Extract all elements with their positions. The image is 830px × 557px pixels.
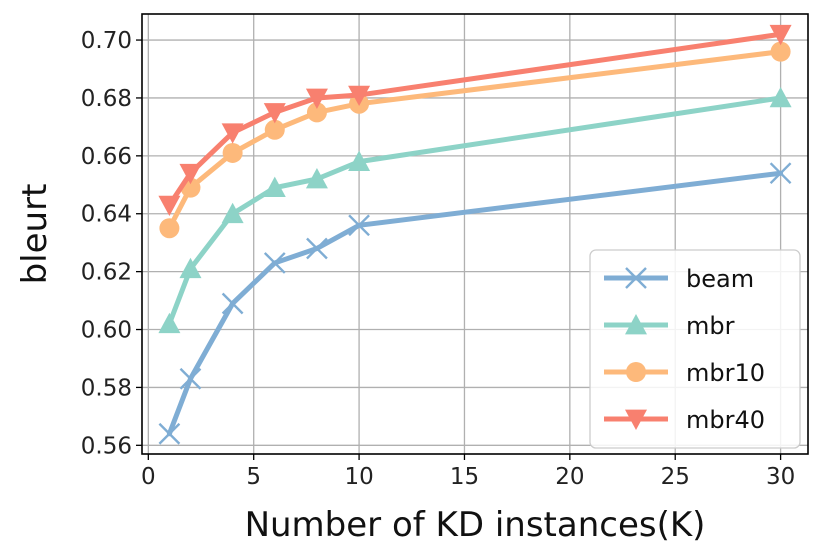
legend: beam mbr mbr10 mbr40 bbox=[589, 249, 801, 449]
legend-label: mbr bbox=[686, 312, 735, 340]
legend-item-mbr10: mbr10 bbox=[604, 359, 765, 387]
legend-item-mbr40: mbr40 bbox=[604, 406, 765, 434]
legend-item-beam: beam bbox=[604, 265, 754, 293]
marker-stroke bbox=[769, 162, 792, 185]
data-point-mbr40 bbox=[348, 85, 371, 107]
x-tick-label: 5 bbox=[246, 464, 261, 490]
y-tick-label: 0.62 bbox=[81, 260, 132, 286]
data-point-mbr bbox=[179, 257, 202, 279]
x-tick-label: 20 bbox=[555, 464, 584, 490]
data-point-mbr10 bbox=[264, 119, 285, 140]
y-tick-label: 0.70 bbox=[81, 28, 132, 54]
y-axis: 0.56 0.58 0.60 0.62 0.64 0.66 0.68 0.70 bbox=[81, 28, 142, 459]
data-point-mbr bbox=[305, 168, 328, 189]
series-layer bbox=[158, 24, 792, 445]
legend-marker bbox=[625, 267, 647, 289]
x-axis-title: Number of KD instances(K) bbox=[245, 505, 706, 545]
legend-box bbox=[589, 249, 801, 449]
data-point-mbr40 bbox=[305, 88, 328, 109]
y-tick-label: 0.58 bbox=[81, 375, 132, 401]
x-tick-label: 30 bbox=[766, 464, 795, 490]
marker-stroke bbox=[625, 267, 647, 289]
data-point-mbr bbox=[348, 150, 371, 171]
legend-marker bbox=[625, 409, 647, 430]
series-mbr40 bbox=[158, 24, 792, 217]
marker-stroke bbox=[221, 292, 244, 315]
data-point-beam bbox=[306, 237, 328, 260]
data-point-mbr10 bbox=[222, 142, 243, 163]
y-axis-title: bleurt bbox=[15, 184, 55, 285]
series-beam bbox=[158, 162, 792, 445]
y-tick-label: 0.66 bbox=[81, 144, 132, 170]
data-point-mbr40 bbox=[158, 195, 181, 217]
data-point-mbr10 bbox=[770, 41, 791, 62]
marker-stroke bbox=[179, 367, 202, 390]
series-mbr bbox=[158, 86, 792, 334]
legend-item-mbr: mbr bbox=[604, 312, 735, 340]
data-point-beam bbox=[348, 214, 370, 237]
data-point-mbr10 bbox=[306, 102, 327, 123]
marker-stroke bbox=[348, 214, 370, 237]
x-tick-label: 15 bbox=[450, 464, 479, 490]
x-tick-label: 25 bbox=[661, 464, 690, 490]
y-tick-label: 0.56 bbox=[81, 433, 132, 459]
data-point-beam bbox=[179, 367, 202, 390]
marker-stroke bbox=[158, 422, 181, 445]
y-tick-label: 0.60 bbox=[81, 318, 132, 344]
data-point-mbr10 bbox=[159, 218, 180, 239]
x-tick-label: 10 bbox=[344, 464, 373, 490]
legend-marker bbox=[625, 314, 647, 335]
data-point-beam bbox=[221, 292, 244, 315]
x-axis: 0 5 10 15 20 25 30 bbox=[141, 454, 795, 490]
data-point-beam bbox=[158, 422, 181, 445]
data-point-mbr bbox=[221, 202, 244, 224]
y-tick-label: 0.64 bbox=[81, 202, 132, 228]
data-point-mbr bbox=[263, 176, 286, 198]
legend-marker bbox=[626, 362, 646, 382]
data-point-mbr40 bbox=[179, 163, 202, 185]
legend-label: beam bbox=[686, 265, 754, 293]
data-point-beam bbox=[263, 252, 286, 274]
legend-label: mbr10 bbox=[686, 359, 765, 387]
data-point-mbr bbox=[769, 86, 792, 108]
legend-label: mbr40 bbox=[686, 406, 765, 434]
data-point-mbr bbox=[158, 312, 181, 334]
data-point-mbr40 bbox=[221, 123, 244, 144]
marker-stroke bbox=[306, 237, 328, 260]
y-tick-label: 0.68 bbox=[81, 86, 132, 112]
data-point-beam bbox=[769, 162, 792, 185]
data-point-mbr40 bbox=[769, 24, 792, 46]
marker-stroke bbox=[263, 252, 286, 274]
plot-frame bbox=[141, 13, 809, 455]
x-tick-label: 0 bbox=[141, 464, 156, 490]
data-point-mbr40 bbox=[263, 103, 286, 124]
